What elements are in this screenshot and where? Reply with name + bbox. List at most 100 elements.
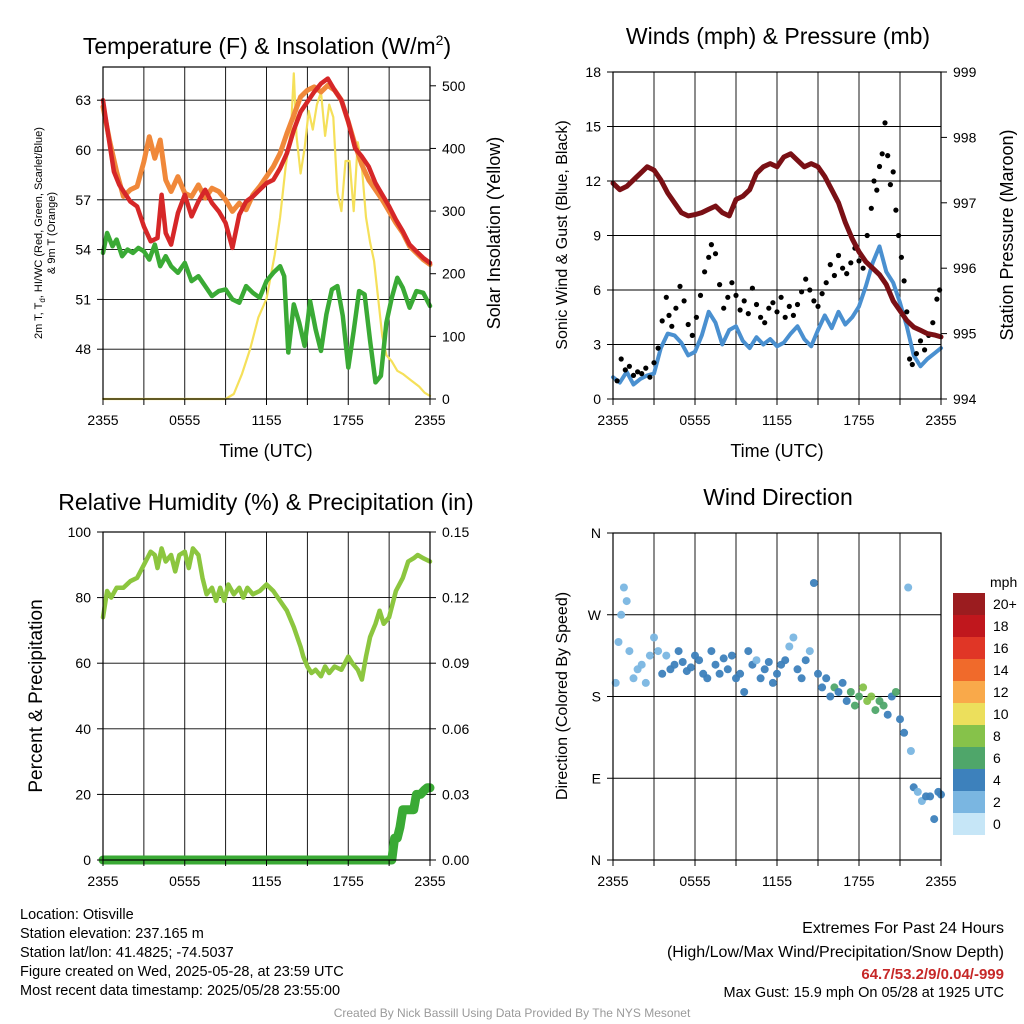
x-tick-label: 2355: [414, 873, 445, 889]
temperature-title-main: Temperature (F) & Insolation (W/m: [83, 33, 436, 59]
gust-point: [774, 309, 780, 315]
legend-label: 2: [993, 794, 1001, 810]
winds-panel: Winds (mph) & Pressure (mb) 2355 0555 1155…: [554, 23, 1017, 461]
direction-point: [723, 665, 732, 674]
winds-series: [610, 120, 944, 387]
direction-point: [855, 692, 863, 701]
legend-swatch: [953, 791, 985, 813]
gust-point: [879, 151, 885, 157]
gust-point: [673, 305, 679, 311]
x-tick-label: 2355: [87, 873, 118, 889]
gust-point: [807, 287, 813, 293]
humidity-series: [100, 546, 433, 682]
gust-point: [737, 307, 743, 313]
gust-point: [651, 360, 657, 366]
legend-swatch: [953, 769, 985, 791]
x-tick-label: 1155: [762, 412, 792, 428]
y-tick-label: 57: [75, 192, 91, 208]
gust-point: [618, 356, 624, 362]
x-tick-label: 0555: [679, 412, 710, 428]
gust-point: [663, 294, 669, 300]
x-tick-label: 2355: [925, 873, 956, 889]
precipitation-series: [98, 783, 435, 865]
max-gust-text: Max Gust: 15.9 mph On 05/28 at 1925 UTC: [723, 985, 1004, 1001]
gust-point: [758, 314, 764, 320]
direction-point: [658, 669, 667, 678]
y-tick-label: 60: [75, 142, 91, 158]
legend-swatch: [953, 681, 985, 703]
x-tick-label: 2355: [597, 412, 628, 428]
gust-point: [835, 252, 842, 259]
winds-title: Winds (mph) & Pressure (mb): [626, 23, 930, 49]
y-tick-label: N: [591, 852, 601, 868]
direction-point: [611, 678, 620, 687]
y2-tick-label: 200: [442, 266, 466, 282]
legend-label: 18: [993, 618, 1009, 634]
winds-ticks: 2355 0555 1155 1755 2355 0 3 6 9 12 15 18 994 995 996 9…: [585, 64, 976, 428]
gust-point: [864, 232, 870, 239]
gust-point: [815, 303, 821, 309]
gust-point: [622, 367, 628, 373]
y2-tick-label: 998: [953, 129, 977, 145]
gust-point: [790, 312, 797, 318]
x-tick-label: 0555: [169, 412, 200, 428]
gust-point: [669, 323, 675, 329]
direction-points: [611, 579, 945, 824]
temperature-title-close: ): [443, 33, 451, 59]
y-tick-label: 40: [75, 721, 91, 737]
direction-point: [654, 647, 663, 656]
gust-point: [876, 163, 883, 170]
gust-point: [766, 305, 772, 311]
direction-point: [707, 647, 716, 656]
y2-tick-label: 995: [953, 326, 977, 342]
direction-point: [834, 688, 843, 696]
legend-label: 16: [993, 640, 1009, 656]
gust-point: [799, 289, 805, 295]
direction-point: [826, 692, 835, 701]
x-tick-label: 1155: [251, 412, 281, 428]
extremes-info: Extremes For Past 24 Hours (High/Low/Max…: [667, 917, 1004, 1003]
direction-point: [727, 651, 736, 660]
gust-point: [712, 251, 719, 257]
station-info: Location: Otisville Station elevation: 2…: [20, 906, 344, 1001]
y2-tick-label: 0.09: [442, 655, 469, 671]
y-tick-label: 0: [593, 391, 601, 407]
gust-point: [882, 120, 888, 126]
gust-point: [922, 347, 928, 353]
x-tick-label: 2355: [87, 412, 118, 428]
x-tick-label: 0555: [679, 873, 710, 889]
y-tick-label: 51: [75, 291, 91, 307]
pressure-series: [610, 151, 944, 340]
x-tick-label: 2355: [597, 873, 628, 889]
temperature-title: Temperature (F) & Insolation (W/m2): [83, 32, 451, 59]
direction-point: [645, 651, 654, 660]
direction-point: [625, 647, 634, 656]
direction-point: [896, 715, 904, 724]
direction-point: [879, 701, 888, 710]
gust-point: [856, 258, 862, 264]
direction-point: [809, 579, 818, 587]
direction-point: [930, 815, 939, 824]
location-text: Location: Otisville: [20, 907, 134, 923]
gust-point: [913, 351, 920, 357]
gust-point: [934, 296, 940, 302]
gust-point: [848, 260, 854, 266]
gust-point: [685, 321, 691, 328]
speed-legend-title: mph: [990, 574, 1017, 590]
gust-point: [693, 314, 700, 320]
recent-data-text: Most recent data timestamp: 2025/05/28 2…: [20, 983, 341, 999]
direction-point: [760, 665, 769, 674]
direction-title: Wind Direction: [703, 484, 853, 510]
direction-point: [764, 658, 773, 666]
gust-point: [786, 303, 792, 309]
y-tick-label: 63: [75, 92, 91, 108]
y-tick-label: 12: [585, 173, 601, 189]
extremes-values: 64.7/53.2/9/0.04/-999: [861, 966, 1004, 983]
y-tick-label: 6: [593, 282, 601, 298]
direction-point: [637, 660, 646, 669]
direction-point: [711, 660, 720, 669]
legend-label: 4: [993, 772, 1001, 788]
x-tick-label: 1755: [333, 412, 364, 428]
y-tick-label: 100: [68, 524, 92, 540]
legend-swatch: [953, 615, 985, 637]
